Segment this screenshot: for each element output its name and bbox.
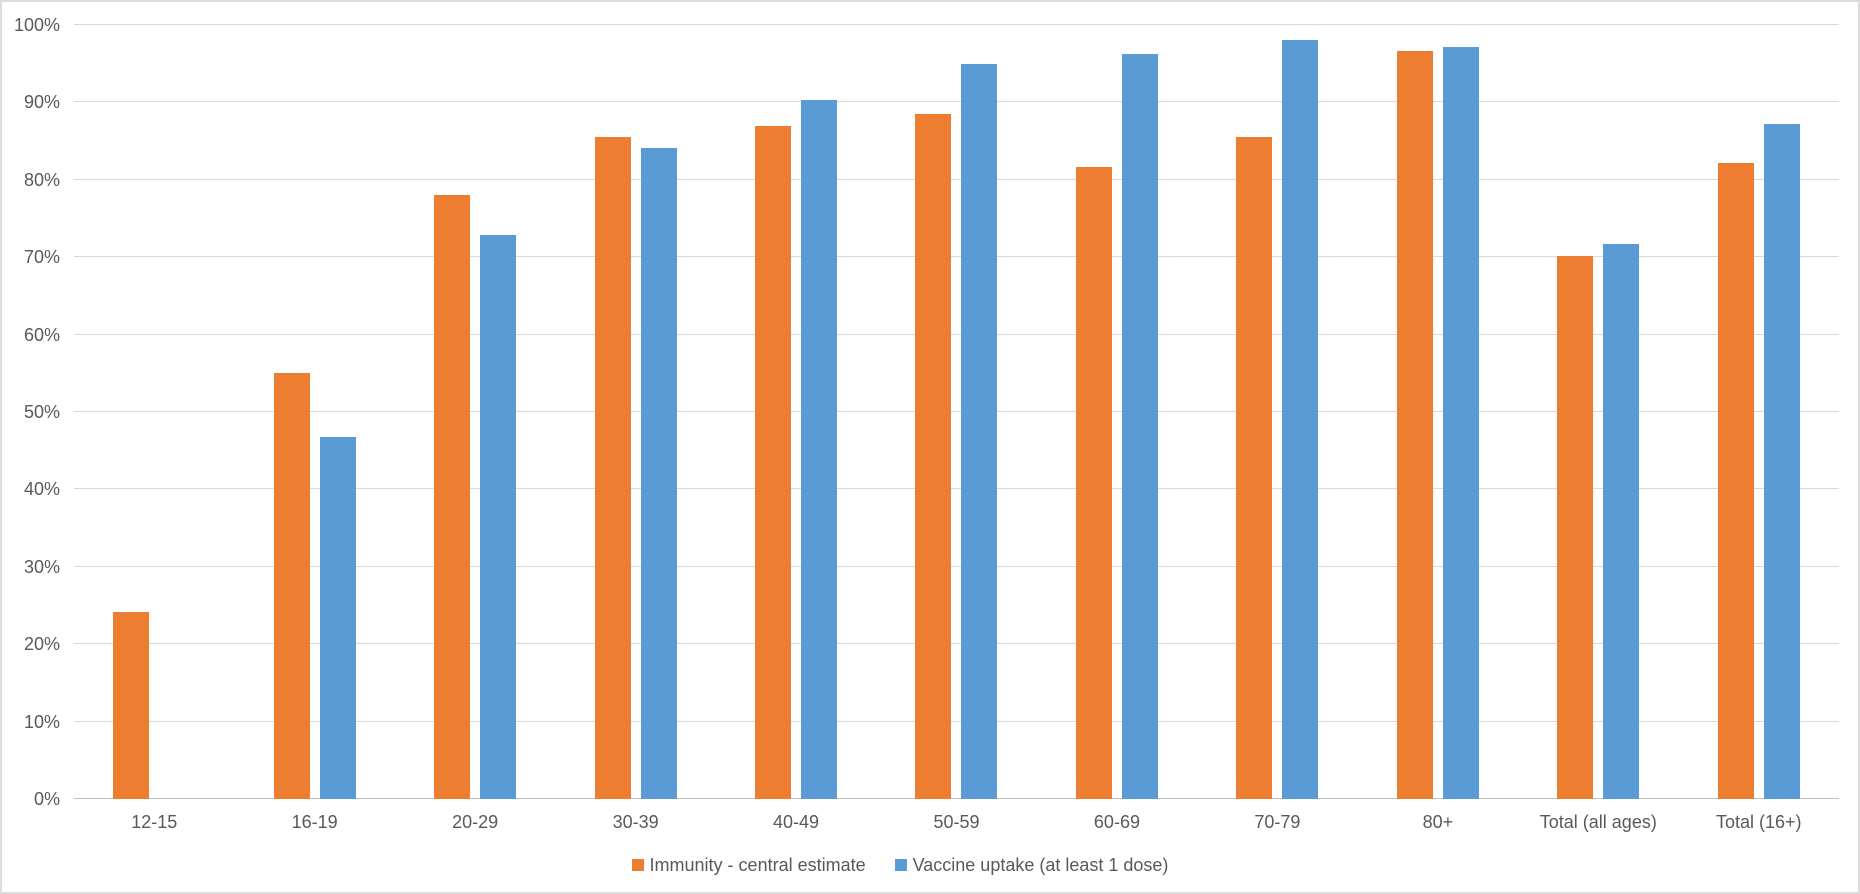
gridline-20% <box>74 643 1839 645</box>
bar-group-40-49 <box>716 25 876 799</box>
legend-item-vaccine-uptake: Vaccine uptake (at least 1 dose) <box>894 854 1169 876</box>
bar-group-12-15 <box>74 25 234 799</box>
x-axis-label-12-15: 12-15 <box>131 812 178 832</box>
x-axis-label-70-79: 70-79 <box>1254 812 1301 832</box>
y-tick-label-20%: 20% <box>23 634 60 655</box>
bar-group-20-29 <box>395 25 555 799</box>
x-axis-label-20-29: 20-29 <box>452 812 499 832</box>
x-axis-label-80+: 80+ <box>1422 812 1454 832</box>
legend-swatch-immunity-icon <box>631 859 644 871</box>
plot-area <box>74 24 1839 799</box>
bar-vaccine-uptake-30-39 <box>640 148 677 799</box>
bar-immunity-80+ <box>1396 50 1433 799</box>
legend-item-immunity: Immunity - central estimate <box>631 854 866 876</box>
y-tick-label-90%: 90% <box>23 92 60 113</box>
y-tick-label-40%: 40% <box>23 479 60 500</box>
y-tick-label-100%: 100% <box>13 15 60 35</box>
bar-immunity-12-15 <box>113 611 150 799</box>
x-axis: 12-15 16-19 20-29 30-39 40-49 50-59 60-69 70-79… <box>74 810 1839 834</box>
bar-vaccine-uptake-20-29 <box>480 234 517 799</box>
y-tick-label-0%: 0% <box>33 789 60 809</box>
bar-group-30-39 <box>555 25 715 799</box>
bar-vaccine-uptake-40-49 <box>801 100 838 799</box>
bar-group-60-69 <box>1037 25 1197 799</box>
bar-vaccine-uptake-70-79 <box>1282 40 1319 799</box>
x-axis-label-16-19: 16-19 <box>291 812 338 832</box>
gridline-100% <box>74 24 1839 25</box>
y-tick-label-70%: 70% <box>23 247 60 268</box>
bar-vaccine-uptake-50-59 <box>961 64 998 799</box>
gridline-40% <box>74 488 1839 490</box>
bar-immunity-20-29 <box>434 194 471 799</box>
bar-group-50-59 <box>876 25 1036 799</box>
bar-group-Total (all ages) <box>1518 25 1678 799</box>
bar-immunity-60-69 <box>1075 167 1112 799</box>
x-axis-label-60-69: 60-69 <box>1093 812 1140 832</box>
legend: Immunity - central estimate Vaccine upta… <box>2 852 1798 878</box>
bar-group-80+ <box>1358 25 1518 799</box>
y-tick-label-10%: 10% <box>23 711 60 732</box>
y-tick-label-50%: 50% <box>23 402 60 422</box>
bar-vaccine-uptake-80+ <box>1442 46 1479 799</box>
x-axis-label-30-39: 30-39 <box>612 812 659 832</box>
gridline-60% <box>74 333 1839 335</box>
legend-label-immunity: Immunity - central estimate <box>649 854 866 875</box>
bar-vaccine-uptake-60-69 <box>1121 54 1158 799</box>
bar-immunity-30-39 <box>594 137 631 799</box>
bar-groups <box>74 25 1839 799</box>
bar-group-Total (16+) <box>1679 25 1839 799</box>
y-tick-label-60%: 60% <box>23 324 60 345</box>
legend-label-vaccine-uptake: Vaccine uptake (at least 1 dose) <box>912 854 1169 875</box>
gridline-10% <box>74 720 1839 722</box>
gridline-0% <box>74 798 1839 799</box>
bar-immunity-50-59 <box>915 114 952 799</box>
bar-immunity-Total (all ages) <box>1557 256 1594 799</box>
x-axis-label-Total (16+): Total (16+) <box>1715 812 1802 832</box>
bar-group-70-79 <box>1197 25 1357 799</box>
legend-swatch-vaccine-uptake-icon <box>894 859 907 871</box>
bar-immunity-40-49 <box>755 125 792 799</box>
gridline-80% <box>74 178 1839 180</box>
bar-immunity-Total (16+) <box>1717 162 1754 799</box>
y-axis: 0% 10% 20% 30% 40% 50% 60% 70% 80% 90% 100% <box>2 16 60 808</box>
gridline-70% <box>74 256 1839 258</box>
x-axis-label-40-49: 40-49 <box>773 812 820 832</box>
gridline-90% <box>74 101 1839 103</box>
x-axis-label-50-59: 50-59 <box>933 812 980 832</box>
gridline-30% <box>74 565 1839 567</box>
y-tick-label-30%: 30% <box>23 556 60 577</box>
y-tick-label-80%: 80% <box>23 169 60 190</box>
bar-group-16-19 <box>234 25 394 799</box>
bar-vaccine-uptake-Total (16+) <box>1763 124 1800 799</box>
gridline-50% <box>74 411 1839 412</box>
x-axis-label-Total (all ages): Total (all ages) <box>1539 812 1657 832</box>
bar-vaccine-uptake-16-19 <box>319 436 356 799</box>
bar-immunity-70-79 <box>1236 137 1273 799</box>
bar-vaccine-uptake-Total (all ages) <box>1603 244 1640 799</box>
bar-immunity-16-19 <box>273 373 310 799</box>
